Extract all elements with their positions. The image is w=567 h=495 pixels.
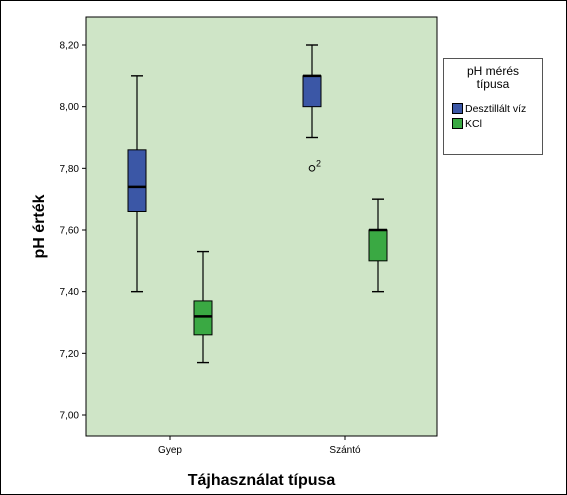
iqr-box — [368, 229, 388, 262]
legend-label-kcl: KCl — [465, 118, 482, 130]
y-tick-label: 7,00 — [60, 411, 80, 422]
legend-swatch-desztillalt-viz — [452, 102, 463, 114]
legend-item-desztillalt-viz: Desztillált víz — [452, 102, 527, 115]
boxes-layer: 2 — [127, 44, 388, 364]
legend-swatch-kcl — [452, 117, 463, 129]
outlier-point — [308, 165, 316, 172]
y-tick-label: 8,20 — [60, 41, 80, 52]
x-axis-title: Tájhasználat típusa — [188, 472, 336, 489]
plot-area — [85, 16, 438, 437]
y-tick-label: 7,60 — [60, 226, 80, 237]
legend-item-kcl: KCl — [452, 117, 482, 130]
legend-title: pH mérés típusa — [444, 65, 542, 91]
legend-title-line1: pH mérés — [466, 64, 519, 78]
iqr-box — [127, 149, 147, 212]
x-tick-label-gyep: Gyep — [158, 445, 182, 456]
y-axis: 7,00 7,20 7,40 7,60 7,80 8,00 8,20 — [60, 41, 86, 422]
box-desztillalt-viz-szanto: 2 — [302, 44, 322, 172]
legend-label-desztillalt-viz: Desztillált víz — [465, 103, 527, 115]
y-tick-label: 7,40 — [60, 287, 80, 298]
outlier-label: 2 — [316, 158, 321, 168]
y-tick-label: 7,80 — [60, 164, 80, 175]
iqr-box — [302, 75, 322, 108]
box-kcl-szanto — [368, 198, 388, 293]
iqr-box — [193, 300, 213, 336]
legend: pH mérés típusa Desztillált víz KCl — [443, 58, 543, 155]
x-tick-label-szanto: Szántó — [329, 445, 361, 456]
x-axis: Gyep Szántó — [158, 436, 361, 456]
y-tick-label: 7,20 — [60, 349, 80, 360]
y-tick-label: 8,00 — [60, 102, 80, 113]
y-axis-title: pH érték — [31, 194, 48, 258]
box-kcl-gyep — [193, 250, 213, 364]
box-desztillalt-viz-gyep — [127, 75, 147, 293]
legend-title-line2: típusa — [476, 77, 510, 91]
